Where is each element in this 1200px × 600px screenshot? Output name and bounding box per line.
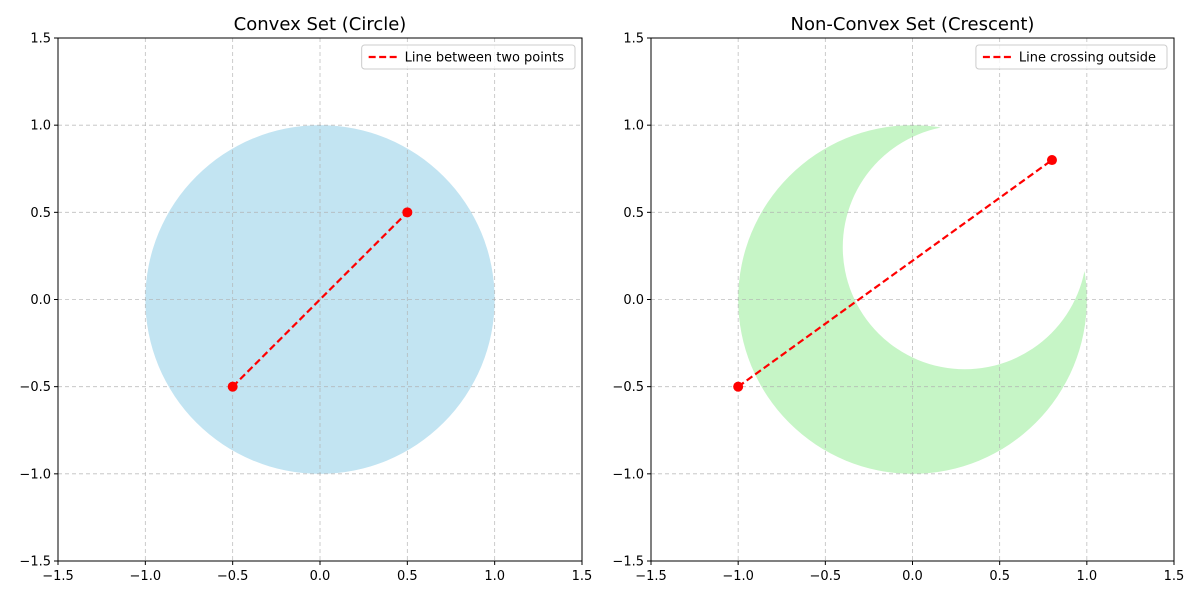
series-line — [231, 211, 409, 388]
x-tick-label: 1.0 — [484, 569, 505, 584]
x-tick-label: 1.5 — [572, 569, 593, 584]
chart-panel-2: −1.5−1.5 −1.0 −1.0 −0.5 −0.5 0.0 0.0 0.5 0.5 1.0 1… — [612, 14, 1184, 584]
x-tick-label: −1.0 — [130, 569, 162, 584]
y-tick-label: −0.5 — [19, 380, 51, 395]
x-tick-label: −0.5 — [217, 569, 249, 584]
legend-box — [361, 44, 576, 70]
y-tick-label: −0.5 — [612, 380, 644, 395]
x-tick-label: 1.5 — [1164, 569, 1185, 584]
legend: Line between two points — [361, 44, 576, 70]
y-tick-label: −1.0 — [19, 467, 51, 482]
chart-panel-1: −1.5−1.5 −1.0 −1.0 −0.5 −0.5 0.0 0.0 0.5 0.5 1.0 1… — [19, 14, 592, 584]
plot-area — [58, 38, 582, 561]
x-tick-label: 0.0 — [310, 569, 331, 584]
x-tick-label: 0.5 — [397, 569, 418, 584]
y-tick-label: 1.5 — [30, 32, 51, 47]
x-tick-label: 0.5 — [989, 569, 1010, 584]
data-point — [733, 381, 744, 392]
x-tick-label: −1.0 — [722, 569, 754, 584]
data-point — [227, 381, 238, 392]
data-point — [1046, 155, 1057, 166]
y-tick-label: 1.0 — [30, 119, 51, 134]
chart-title: Non-Convex Set (Crescent) — [791, 14, 1035, 35]
y-tick-label: 1.0 — [623, 119, 644, 134]
y-tick-label: 1.5 — [623, 32, 644, 47]
legend-label: Line between two points — [405, 51, 565, 66]
y-tick-label: 0.5 — [30, 206, 51, 221]
legend: Line crossing outside — [975, 44, 1168, 70]
x-tick-label: −1.5 — [42, 569, 74, 584]
legend-label: Line crossing outside — [1019, 51, 1156, 66]
data-point — [402, 207, 413, 218]
legend-box — [975, 44, 1168, 70]
plot-area — [651, 38, 1174, 561]
x-tick-label: −0.5 — [810, 569, 842, 584]
x-tick-label: 0.0 — [902, 569, 923, 584]
y-tick-label: 0.0 — [30, 293, 51, 308]
y-tick-label: −1.0 — [612, 467, 644, 482]
series-line — [737, 159, 1053, 388]
chart-title: Convex Set (Circle) — [234, 14, 407, 35]
x-tick-label: −1.5 — [635, 569, 667, 584]
y-tick-label: 0.0 — [623, 293, 644, 308]
y-tick-label: −1.5 — [612, 555, 644, 570]
y-tick-label: −1.5 — [19, 555, 51, 570]
y-tick-label: 0.5 — [623, 206, 644, 221]
x-tick-label: 1.0 — [1076, 569, 1097, 584]
